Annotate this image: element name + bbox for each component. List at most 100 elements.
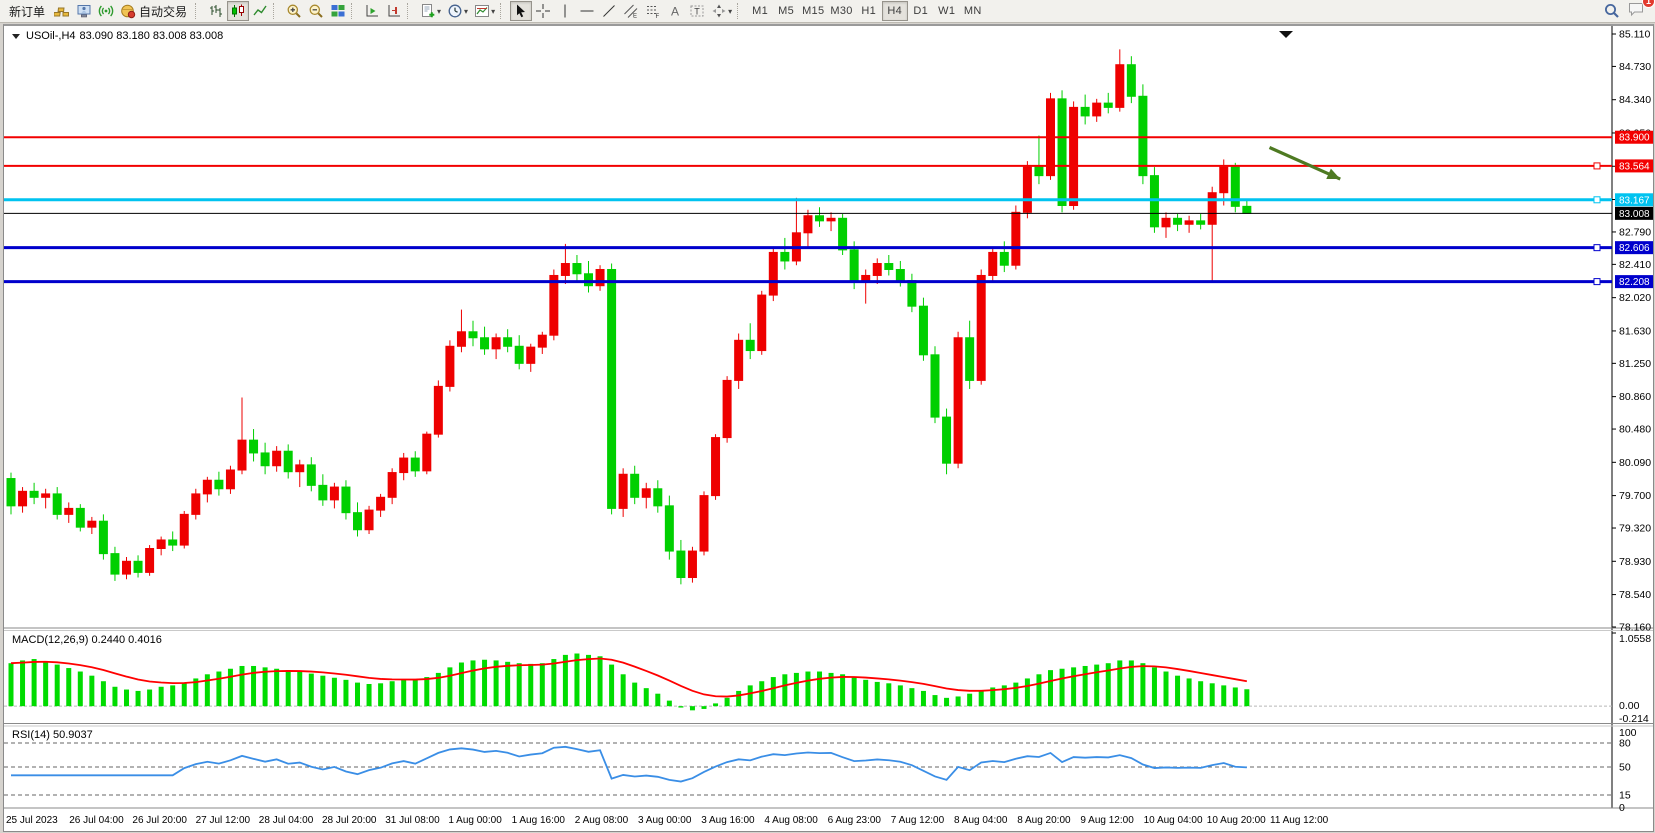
macd-pane: 1.0558 0.00-0.214 bbox=[4, 632, 1651, 725]
monitor-user-icon bbox=[77, 5, 91, 18]
svg-text:31 Jul 08:00: 31 Jul 08:00 bbox=[385, 815, 440, 826]
tab-timeframe-m15[interactable]: M15 bbox=[799, 1, 827, 21]
autotrade-ball-icon bbox=[121, 4, 136, 19]
svg-text:100: 100 bbox=[1619, 727, 1637, 739]
chart-shift-button[interactable] bbox=[383, 1, 405, 21]
svg-text:7 Aug 12:00: 7 Aug 12:00 bbox=[891, 815, 945, 826]
chart-menu-triangle-icon[interactable] bbox=[12, 33, 20, 39]
svg-text:F: F bbox=[656, 14, 660, 19]
svg-text:84.730: 84.730 bbox=[1619, 61, 1651, 73]
search-button[interactable] bbox=[1600, 1, 1624, 21]
fibonacci-tool-button[interactable]: F bbox=[642, 1, 664, 21]
timeframe-group: M1 M5 M15 M30 H1 H4 D1 W1 MN bbox=[747, 1, 986, 21]
vertical-line-tool-button[interactable] bbox=[554, 1, 576, 21]
tab-timeframe-mn[interactable]: MN bbox=[960, 1, 986, 21]
market-watch-button[interactable] bbox=[51, 1, 73, 21]
profiles-button[interactable] bbox=[73, 1, 95, 21]
dropdown-caret: ▾ bbox=[437, 6, 442, 16]
vertical-line-icon bbox=[564, 4, 566, 18]
horizontal-line-tool-button[interactable] bbox=[576, 1, 598, 21]
svg-text:82.606: 82.606 bbox=[1619, 243, 1650, 254]
toolbar-separator bbox=[407, 3, 413, 19]
dropdown-caret: ▾ bbox=[728, 6, 733, 16]
svg-text:82.020: 82.020 bbox=[1619, 292, 1651, 304]
svg-text:A: A bbox=[671, 5, 679, 19]
svg-text:83.564: 83.564 bbox=[1619, 161, 1650, 172]
fibonacci-icon: F bbox=[647, 6, 660, 19]
toolbar-separator bbox=[737, 3, 743, 19]
zoom-in-button[interactable] bbox=[283, 1, 305, 21]
svg-text:79.700: 79.700 bbox=[1619, 490, 1651, 502]
zoom-out-icon bbox=[309, 4, 323, 18]
search-icon bbox=[1605, 4, 1619, 18]
arrows-tool-button[interactable]: ▾ bbox=[708, 1, 735, 21]
cursor-tool-button[interactable] bbox=[510, 1, 533, 21]
pane-borders bbox=[4, 26, 1653, 809]
signals-button[interactable] bbox=[95, 1, 117, 21]
tab-timeframe-m1[interactable]: M1 bbox=[747, 1, 773, 21]
svg-text:1.0558: 1.0558 bbox=[1619, 633, 1651, 645]
svg-text:10 Aug 04:00: 10 Aug 04:00 bbox=[1144, 815, 1203, 826]
text-a-icon: A bbox=[671, 5, 679, 19]
candlestick-chart-type-button[interactable] bbox=[227, 1, 250, 21]
svg-text:78.540: 78.540 bbox=[1619, 589, 1651, 601]
indicators-button[interactable]: ▾ bbox=[417, 1, 444, 21]
toolbar-separator bbox=[351, 3, 357, 19]
chart-surface[interactable]: 85.11084.73084.34083.95083.56083.17082.7… bbox=[4, 26, 1653, 832]
price-axis: 85.11084.73084.34083.95083.56083.17082.7… bbox=[1612, 29, 1651, 634]
svg-text:84.340: 84.340 bbox=[1619, 94, 1651, 106]
svg-text:0: 0 bbox=[1619, 802, 1625, 814]
bar-chart-type-button[interactable] bbox=[205, 1, 227, 21]
new-order-button[interactable]: 新订单 bbox=[3, 1, 51, 21]
svg-text:10 Aug 20:00: 10 Aug 20:00 bbox=[1207, 815, 1266, 826]
auto-scroll-button[interactable] bbox=[361, 1, 383, 21]
templates-button[interactable]: ▾ bbox=[471, 1, 498, 21]
chart-window[interactable]: USOil-,H4 83.090 83.180 83.008 83.008 MA… bbox=[3, 24, 1654, 832]
tab-timeframe-m5[interactable]: M5 bbox=[773, 1, 799, 21]
tab-timeframe-m30[interactable]: M30 bbox=[827, 1, 855, 21]
auto-scroll-icon bbox=[366, 5, 379, 17]
trendline-tool-button[interactable] bbox=[598, 1, 620, 21]
tab-timeframe-h1[interactable]: H1 bbox=[856, 1, 882, 21]
candlestick-icon bbox=[232, 4, 245, 17]
tile-windows-button[interactable] bbox=[327, 1, 349, 21]
svg-text:27 Jul 12:00: 27 Jul 12:00 bbox=[196, 815, 251, 826]
arrows-icon bbox=[712, 4, 726, 18]
line-chart-icon bbox=[253, 5, 267, 16]
svg-text:28 Jul 20:00: 28 Jul 20:00 bbox=[322, 815, 377, 826]
channel-tool-button[interactable]: E bbox=[620, 1, 642, 21]
svg-text:85.110: 85.110 bbox=[1619, 29, 1650, 41]
quote-symbol-timeframe: USOil-,H4 bbox=[26, 30, 76, 42]
periods-button[interactable]: ▾ bbox=[444, 1, 471, 21]
toolbar: 新订单 自动交易 ▾ ▾ bbox=[0, 0, 1655, 23]
tab-timeframe-w1[interactable]: W1 bbox=[934, 1, 960, 21]
svg-text:82.790: 82.790 bbox=[1619, 226, 1651, 238]
svg-text:8 Aug 04:00: 8 Aug 04:00 bbox=[954, 815, 1008, 826]
svg-text:3 Aug 16:00: 3 Aug 16:00 bbox=[701, 815, 755, 826]
svg-text:1 Aug 00:00: 1 Aug 00:00 bbox=[448, 815, 502, 826]
candles-layer bbox=[6, 49, 1252, 585]
crosshair-tool-button[interactable] bbox=[532, 1, 554, 21]
svg-text:26 Jul 20:00: 26 Jul 20:00 bbox=[132, 815, 187, 826]
svg-text:80.090: 80.090 bbox=[1619, 457, 1651, 469]
auto-trading-button[interactable]: 自动交易 bbox=[117, 1, 193, 21]
text-tool-button[interactable]: A bbox=[664, 1, 686, 21]
tab-timeframe-d1[interactable]: D1 bbox=[908, 1, 934, 21]
chat-notification-badge: 1 bbox=[1642, 0, 1655, 8]
svg-text:83.167: 83.167 bbox=[1619, 195, 1650, 206]
svg-text:11 Aug 12:00: 11 Aug 12:00 bbox=[1270, 815, 1329, 826]
svg-text:1 Aug 16:00: 1 Aug 16:00 bbox=[512, 815, 566, 826]
toolbar-separator bbox=[195, 3, 201, 19]
tab-timeframe-h4[interactable]: H4 bbox=[881, 1, 908, 21]
line-chart-type-button[interactable] bbox=[249, 1, 271, 21]
svg-text:28 Jul 04:00: 28 Jul 04:00 bbox=[259, 815, 314, 826]
zoom-out-button[interactable] bbox=[305, 1, 327, 21]
svg-text:80: 80 bbox=[1619, 738, 1631, 750]
svg-text:81.250: 81.250 bbox=[1619, 358, 1651, 370]
svg-text:3 Aug 00:00: 3 Aug 00:00 bbox=[638, 815, 692, 826]
text-label-tool-button[interactable]: T bbox=[686, 1, 708, 21]
svg-text:25 Jul 2023: 25 Jul 2023 bbox=[6, 815, 58, 826]
svg-text:26 Jul 04:00: 26 Jul 04:00 bbox=[69, 815, 124, 826]
chart-shift-icon bbox=[388, 5, 401, 17]
